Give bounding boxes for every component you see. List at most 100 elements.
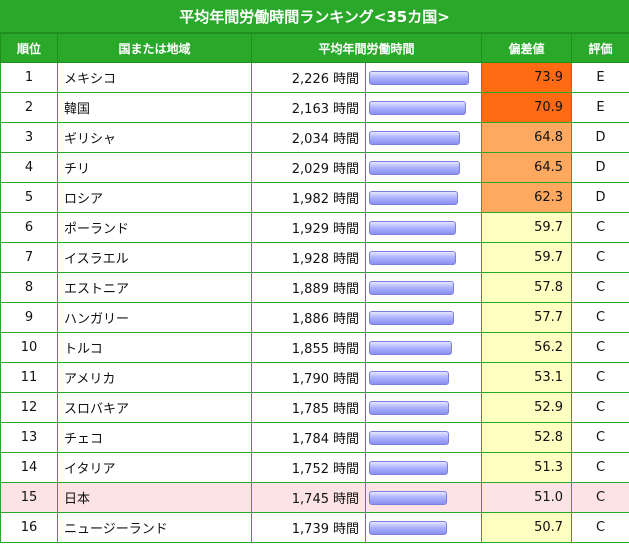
hours-cell: 2,226 時間 (251, 62, 366, 93)
table-row: 14 イタリア 1,752 時間 51.3 C (0, 452, 629, 483)
country-link[interactable]: スロバキア (57, 392, 252, 423)
rank-cell: 6 (0, 212, 58, 243)
hours-value: 1,739 (291, 522, 329, 537)
rank-cell: 7 (0, 242, 58, 273)
rank-cell: 1 (0, 62, 58, 93)
table-row: 16 ニュージーランド 1,739 時間 50.7 C (0, 512, 629, 543)
hours-unit: 時間 (332, 372, 359, 387)
hours-bar (369, 430, 449, 445)
score-cell: 51.0 (481, 482, 573, 513)
hours-cell: 1,784 時間 (251, 422, 366, 453)
ranking-table: 順位 国または地域 平均年間労働時間 偏差値 評価 1 メキシコ 2,226 時間 73… (0, 33, 629, 543)
hours-bar (369, 250, 456, 265)
grade-cell: C (571, 302, 629, 333)
hours-bar (369, 340, 452, 355)
table-row: 9 ハンガリー 1,886 時間 57.7 C (0, 302, 629, 333)
grade-cell: D (571, 122, 629, 153)
hours-value: 1,886 (291, 312, 329, 327)
table-row: 13 チェコ 1,784 時間 52.8 C (0, 422, 629, 453)
hours-value: 2,226 (291, 72, 329, 87)
country-link[interactable]: トルコ (57, 332, 252, 363)
hours-value: 1,785 (291, 402, 329, 417)
table-body: 1 メキシコ 2,226 時間 73.9 E 2 韓国 2,163 時間 70.9 E 3 ギリシャ 2,0… (0, 62, 629, 543)
bar-cell (364, 122, 483, 153)
header-country: 国または地域 (57, 33, 252, 63)
rank-cell: 9 (0, 302, 58, 333)
bar-cell (364, 422, 483, 453)
hours-unit: 時間 (332, 222, 359, 237)
rank-cell: 5 (0, 182, 58, 213)
hours-value: 1,784 (291, 432, 329, 447)
country-link[interactable]: 日本 (57, 482, 252, 513)
score-cell: 62.3 (481, 182, 573, 213)
rank-cell: 2 (0, 92, 58, 123)
bar-cell (364, 482, 483, 513)
hours-value: 2,034 (291, 132, 329, 147)
score-cell: 57.7 (481, 302, 573, 333)
hours-unit: 時間 (332, 132, 359, 147)
country-link[interactable]: イタリア (57, 452, 252, 483)
hours-unit: 時間 (332, 492, 359, 507)
hours-unit: 時間 (332, 402, 359, 417)
grade-cell: D (571, 152, 629, 183)
table-row: 7 イスラエル 1,928 時間 59.7 C (0, 242, 629, 273)
bar-cell (364, 272, 483, 303)
rank-cell: 16 (0, 512, 58, 543)
country-link[interactable]: エストニア (57, 272, 252, 303)
bar-cell (364, 92, 483, 123)
score-cell: 73.9 (481, 62, 573, 93)
bar-cell (364, 182, 483, 213)
hours-unit: 時間 (332, 432, 359, 447)
country-link[interactable]: チェコ (57, 422, 252, 453)
hours-unit: 時間 (332, 522, 359, 537)
bar-cell (364, 392, 483, 423)
header-hours: 平均年間労働時間 (250, 33, 483, 63)
table-row: 5 ロシア 1,982 時間 62.3 D (0, 182, 629, 213)
table-row: 1 メキシコ 2,226 時間 73.9 E (0, 62, 629, 93)
grade-cell: C (571, 482, 629, 513)
hours-value: 1,790 (291, 372, 329, 387)
score-cell: 70.9 (481, 92, 573, 123)
hours-unit: 時間 (332, 102, 359, 117)
header-rank: 順位 (0, 33, 58, 63)
hours-cell: 1,745 時間 (251, 482, 366, 513)
table-row: 4 チリ 2,029 時間 64.5 D (0, 152, 629, 183)
page-title: 平均年間労働時間ランキング<35カ国> (0, 0, 629, 33)
grade-cell: C (571, 512, 629, 543)
score-cell: 64.8 (481, 122, 573, 153)
hours-unit: 時間 (332, 162, 359, 177)
hours-bar (369, 280, 454, 295)
grade-cell: D (571, 182, 629, 213)
country-link[interactable]: ロシア (57, 182, 252, 213)
country-link[interactable]: メキシコ (57, 62, 252, 93)
rank-cell: 8 (0, 272, 58, 303)
country-link[interactable]: アメリカ (57, 362, 252, 393)
country-link[interactable]: ニュージーランド (57, 512, 252, 543)
country-link[interactable]: ハンガリー (57, 302, 252, 333)
country-link[interactable]: 韓国 (57, 92, 252, 123)
score-cell: 56.2 (481, 332, 573, 363)
score-cell: 51.3 (481, 452, 573, 483)
table-row: 6 ポーランド 1,929 時間 59.7 C (0, 212, 629, 243)
hours-cell: 2,029 時間 (251, 152, 366, 183)
hours-value: 1,752 (291, 462, 329, 477)
rank-cell: 14 (0, 452, 58, 483)
rank-cell: 4 (0, 152, 58, 183)
score-cell: 57.8 (481, 272, 573, 303)
hours-cell: 1,785 時間 (251, 392, 366, 423)
table-row: 12 スロバキア 1,785 時間 52.9 C (0, 392, 629, 423)
hours-bar (369, 190, 458, 205)
score-cell: 64.5 (481, 152, 573, 183)
hours-value: 1,745 (291, 492, 329, 507)
country-link[interactable]: イスラエル (57, 242, 252, 273)
country-link[interactable]: チリ (57, 152, 252, 183)
country-link[interactable]: ギリシャ (57, 122, 252, 153)
header-score: 偏差値 (481, 33, 573, 63)
rank-cell: 3 (0, 122, 58, 153)
rank-cell: 12 (0, 392, 58, 423)
hours-cell: 1,739 時間 (251, 512, 366, 543)
rank-cell: 11 (0, 362, 58, 393)
bar-cell (364, 302, 483, 333)
country-link[interactable]: ポーランド (57, 212, 252, 243)
bar-cell (364, 512, 483, 543)
